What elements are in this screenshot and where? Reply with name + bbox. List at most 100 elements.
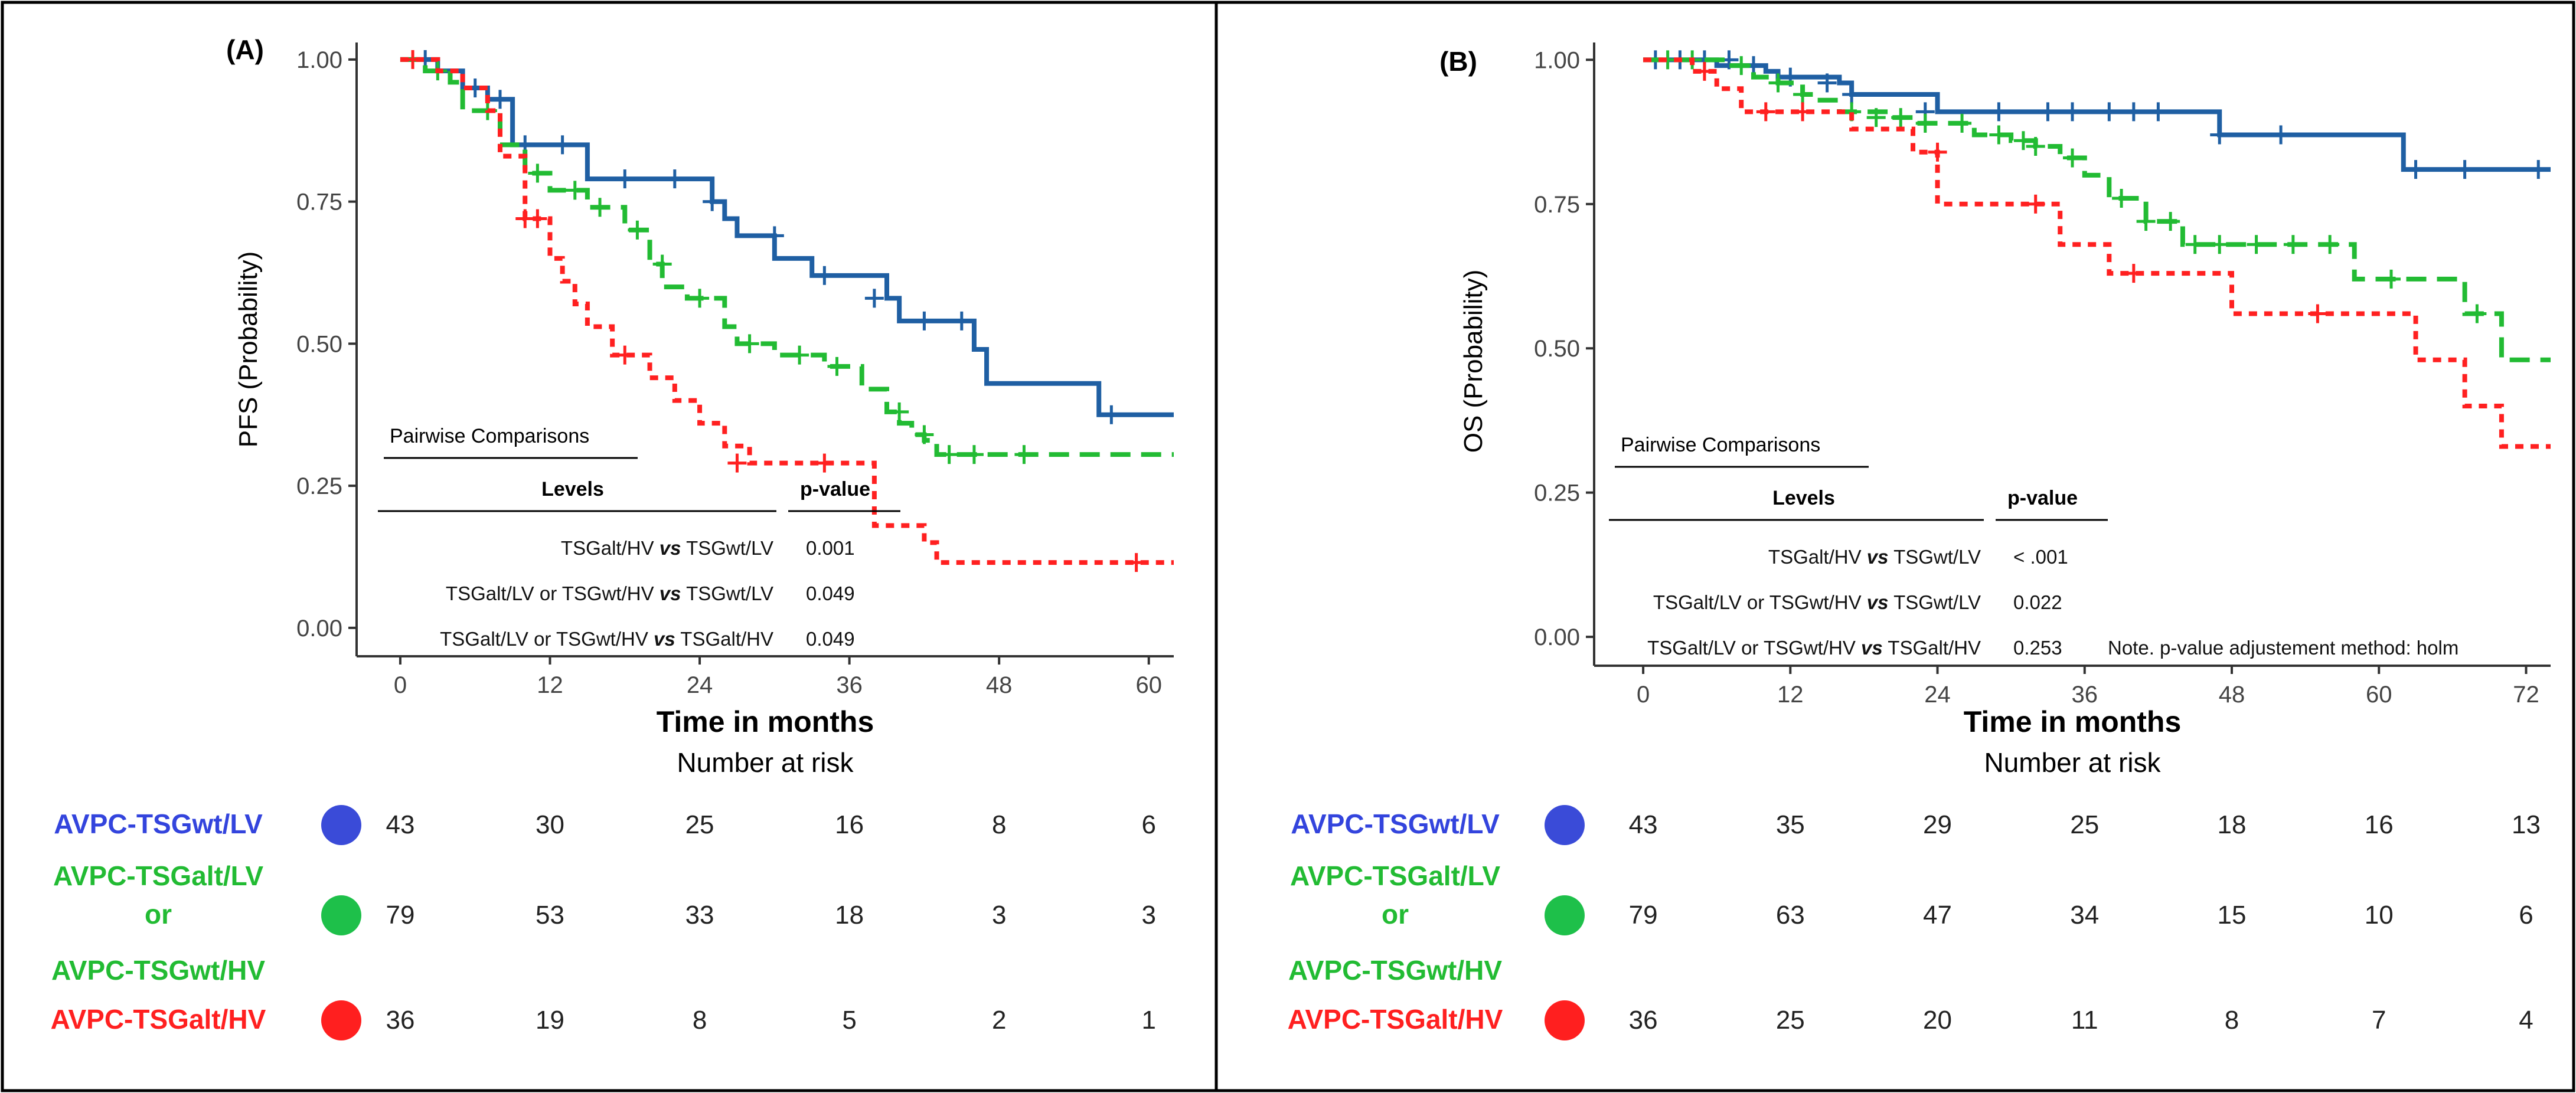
- risk-count: 25: [685, 810, 714, 839]
- censor-mark: [2112, 189, 2131, 208]
- y-tick-label: 0.00: [296, 616, 342, 642]
- risk-count: 5: [842, 1006, 856, 1035]
- risk-count: 3: [992, 901, 1006, 930]
- y-axis-label: OS (Probability): [1459, 270, 1488, 453]
- risk-count: 13: [2512, 810, 2541, 839]
- censor-mark: [827, 356, 847, 376]
- table-row-p: 0.253: [2013, 637, 2062, 659]
- censor-mark: [1768, 73, 1788, 93]
- table-row-p: 0.022: [2013, 591, 2062, 613]
- censor-mark: [740, 334, 759, 354]
- censor-mark: [2210, 235, 2229, 254]
- y-tick-label: 0.75: [1534, 192, 1580, 218]
- pairwise-table: Pairwise Comparisons Levels p-value TSGalt/…: [378, 425, 900, 650]
- risk-count: 34: [2070, 901, 2099, 930]
- y-tick-label: 1.00: [1534, 47, 1580, 73]
- censor-mark: [528, 209, 547, 228]
- pairwise-table: Pairwise Comparisons Levels p-value TSGalt/…: [1609, 434, 2459, 659]
- censor-mark: [915, 425, 934, 444]
- risk-count: 6: [2519, 901, 2533, 930]
- risk-count: 43: [386, 810, 414, 839]
- censor-mark: [2161, 212, 2180, 231]
- y-tick-label: 0.50: [1534, 336, 1580, 362]
- censor-mark: [2063, 148, 2082, 168]
- x-tick-label: 24: [687, 672, 713, 698]
- y-tick-label: 1.00: [296, 47, 342, 73]
- censor-mark: [2210, 125, 2229, 145]
- table-title: Pairwise Comparisons: [390, 425, 589, 447]
- table-title: Pairwise Comparisons: [1621, 434, 1820, 456]
- risk-count: 16: [835, 810, 864, 839]
- x-tick-label: 0: [394, 672, 407, 698]
- risk-count: 30: [536, 810, 564, 839]
- risk-count: 36: [386, 1006, 414, 1035]
- group-label-green-line: AVPC-TSGalt/LV: [53, 860, 263, 891]
- censor-mark: [2026, 137, 2045, 156]
- x-tick-label: 36: [2072, 682, 2098, 708]
- censor-mark: [1953, 113, 1972, 133]
- y-tick-label: 0.25: [1534, 480, 1580, 506]
- risk-count: 19: [536, 1006, 564, 1035]
- risk-count: 2: [992, 1006, 1006, 1035]
- censor-mark: [2136, 212, 2156, 231]
- censor-mark: [1695, 61, 1714, 81]
- censor-mark: [1891, 108, 1911, 127]
- censor-mark: [665, 169, 684, 189]
- risk-group-dot-1: [1545, 805, 1585, 845]
- censor-mark: [1842, 85, 1862, 104]
- censor-mark: [815, 266, 834, 285]
- x-tick-label: 12: [537, 672, 563, 698]
- censor-mark: [2038, 102, 2058, 122]
- group-label-green-line: AVPC-TSGwt/HV: [51, 955, 265, 986]
- table-row-p: 0.001: [806, 537, 855, 559]
- risk-count: 29: [1923, 810, 1952, 839]
- y-axis-label: PFS (Probability): [234, 251, 263, 448]
- risk-count: 63: [1776, 901, 1805, 930]
- x-tick-label: 60: [1135, 672, 1162, 698]
- censor-mark: [815, 453, 834, 473]
- x-axis-label: Time in months: [657, 705, 874, 738]
- table-col-p: p-value: [2007, 487, 2078, 509]
- x-tick-label: 24: [1924, 682, 1951, 708]
- censor-mark: [1014, 445, 1034, 464]
- risk-group-dot-1: [321, 805, 361, 845]
- group-label-green-line: AVPC-TSGwt/HV: [1288, 955, 1502, 986]
- risk-count: 25: [1776, 1006, 1805, 1035]
- group-label-blue: AVPC-TSGwt/LV: [1291, 809, 1500, 839]
- risk-count: 15: [2218, 901, 2247, 930]
- censor-mark: [2185, 235, 2205, 254]
- censor-mark: [2026, 194, 2045, 214]
- censor-mark: [1793, 102, 1813, 122]
- censor-mark: [2467, 304, 2487, 323]
- censor-mark: [890, 402, 909, 421]
- x-tick-label: 72: [2513, 682, 2539, 708]
- censor-mark: [1127, 553, 1146, 572]
- group-label-green-line: or: [1382, 899, 1409, 930]
- censor-mark: [790, 345, 809, 365]
- censor-mark: [2308, 304, 2327, 323]
- risk-count: 3: [1141, 901, 1155, 930]
- panel-a: (A) 0.00 0.25 0.50 0.75 1.00 0 12 24 36 48 60 PFS (P…: [226, 34, 1174, 738]
- censor-mark: [2124, 264, 2143, 283]
- risk-count: 79: [1629, 901, 1658, 930]
- risk-count: 20: [1923, 1006, 1952, 1035]
- censor-mark: [2455, 160, 2474, 179]
- x-axis-label: Time in months: [1964, 705, 2182, 738]
- censor-mark: [590, 198, 610, 217]
- censor-mark: [915, 311, 934, 330]
- risk-count: 33: [685, 901, 714, 930]
- risk-count: 8: [693, 1006, 707, 1035]
- censor-mark: [2271, 125, 2291, 145]
- censor-mark: [690, 289, 710, 308]
- censor-mark: [615, 345, 635, 365]
- table-note: Note. p-value adjustement method: holm: [2108, 637, 2459, 659]
- censor-mark: [2529, 160, 2548, 179]
- risk-count: 18: [835, 901, 864, 930]
- km-series-line-3: [1643, 57, 2551, 449]
- censor-mark: [2124, 102, 2143, 122]
- censor-mark: [615, 169, 635, 189]
- censor-mark: [1989, 125, 2009, 145]
- group-label-green-line: AVPC-TSGalt/LV: [1290, 860, 1500, 891]
- table-row-levels: TSGalt/LV or TSGwt/HV vs TSGwt/LV: [446, 583, 773, 604]
